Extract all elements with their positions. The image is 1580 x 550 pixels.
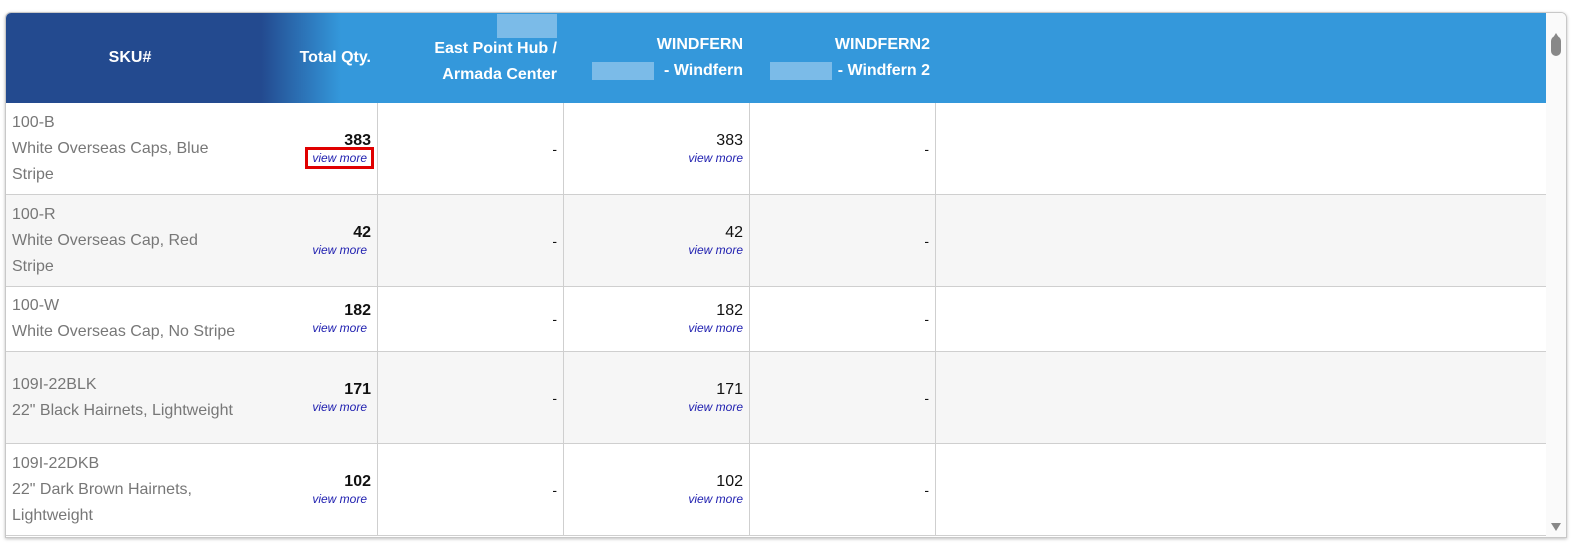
windfern2-cell: - <box>749 103 935 194</box>
total-qty-value: 182 <box>344 302 371 319</box>
windfern2-value: - <box>924 389 929 406</box>
sku-code: 100-B <box>12 113 55 131</box>
table-row: 109I-22BLK 22" Black Hairnets, Lightweig… <box>6 352 1546 444</box>
sku-cell: 109I-22BLK 22" Black Hairnets, Lightweig… <box>12 352 242 443</box>
total-qty-value: 383 <box>344 131 371 149</box>
header-east-point[interactable]: East Point Hub / Armada Center <box>377 13 557 103</box>
windfern2-value: - <box>924 311 929 327</box>
column-divider <box>935 352 937 443</box>
header-windfern2-line1: WINDFERN2 <box>834 36 930 53</box>
header-windfern[interactable]: WINDFERN - Windfern <box>563 13 743 103</box>
windfern2-cell: - <box>749 444 935 535</box>
windfern2-cell: - <box>749 287 935 351</box>
view-more-link[interactable]: view more <box>312 242 367 257</box>
sku-code: 109I-22BLK <box>12 375 97 393</box>
table-row: 100-B White Overseas Caps, Blue Stripe 3… <box>6 103 1546 195</box>
column-divider <box>935 444 937 535</box>
scroll-down-arrow-icon[interactable] <box>1551 523 1561 531</box>
windfern-value: 42 <box>725 223 743 241</box>
view-more-link[interactable]: view more <box>688 242 743 257</box>
sku-description: White Overseas Cap, Red Stripe <box>12 231 198 275</box>
column-divider <box>935 103 937 194</box>
windfern2-cell: - <box>749 195 935 286</box>
header-east-point-line1: East Point Hub / <box>434 40 557 57</box>
windfern-value: 102 <box>716 472 743 490</box>
scrollbar-thumb[interactable] <box>1551 36 1561 56</box>
total-qty-value: 102 <box>344 472 371 490</box>
windfern2-value: - <box>924 140 929 157</box>
header-total-qty[interactable]: Total Qty. <box>266 13 371 103</box>
windfern2-value: - <box>924 232 929 249</box>
windfern2-cell: - <box>749 352 935 443</box>
windfern-cell: 42 view more <box>563 195 749 286</box>
total-qty-cell: 383 view more <box>281 103 374 194</box>
sku-code: 109I-22DKB <box>12 454 100 472</box>
east-point-cell: - <box>377 352 563 443</box>
view-more-link[interactable]: view more <box>688 491 743 506</box>
east-point-cell: - <box>377 103 563 194</box>
total-qty-value: 42 <box>353 223 371 241</box>
east-point-value: - <box>552 481 557 498</box>
view-more-link[interactable]: view more <box>688 399 743 414</box>
header-sku-label: SKU# <box>108 49 152 66</box>
windfern2-value: - <box>924 481 929 498</box>
sku-code: 100-R <box>12 205 56 223</box>
windfern-cell: 171 view more <box>563 352 749 443</box>
inventory-table: SKU# Total Qty. East Point Hub / Armada … <box>5 12 1567 538</box>
view-more-link[interactable]: view more <box>688 150 743 165</box>
east-point-cell: - <box>377 195 563 286</box>
windfern-cell: 182 view more <box>563 287 749 351</box>
sku-description: White Overseas Caps, Blue Stripe <box>12 139 209 183</box>
total-qty-cell: 171 view more <box>281 352 371 443</box>
redacted-block <box>769 61 832 80</box>
view-more-link[interactable]: view more <box>312 491 367 506</box>
windfern-cell: 102 view more <box>563 444 749 535</box>
total-qty-cell: 42 view more <box>281 195 371 286</box>
header-sku[interactable]: SKU# <box>6 13 254 103</box>
table-body: 100-B White Overseas Caps, Blue Stripe 3… <box>6 103 1546 536</box>
table-header: SKU# Total Qty. East Point Hub / Armada … <box>6 13 1546 103</box>
sku-cell: 100-B White Overseas Caps, Blue Stripe <box>12 103 242 194</box>
view-more-link[interactable]: view more <box>312 399 367 414</box>
windfern-value: 383 <box>716 131 743 149</box>
header-windfern2-line2: - Windfern 2 <box>837 62 930 79</box>
east-point-cell: - <box>377 287 563 351</box>
view-more-link[interactable]: view more <box>305 146 374 169</box>
total-qty-cell: 102 view more <box>281 444 371 535</box>
east-point-value: - <box>552 232 557 249</box>
sku-description: 22" Black Hairnets, Lightweight <box>12 401 233 419</box>
table-row: 100-R White Overseas Cap, Red Stripe 42 … <box>6 195 1546 287</box>
sku-cell: 100-R White Overseas Cap, Red Stripe <box>12 195 242 286</box>
sku-code: 100-W <box>12 297 60 314</box>
total-qty-value: 171 <box>344 380 371 398</box>
sku-description: 22" Dark Brown Hairnets, Lightweight <box>12 480 192 524</box>
east-point-value: - <box>552 140 557 157</box>
total-qty-cell: 182 view more <box>281 287 371 351</box>
view-more-link[interactable]: view more <box>688 321 743 335</box>
east-point-value: - <box>552 389 557 406</box>
header-windfern-line1: WINDFERN <box>656 36 743 53</box>
east-point-cell: - <box>377 444 563 535</box>
redacted-block <box>497 14 557 38</box>
column-divider <box>935 287 937 351</box>
vertical-scrollbar[interactable] <box>1546 13 1566 537</box>
sku-cell: 109I-22DKB 22" Dark Brown Hairnets, Ligh… <box>12 444 242 535</box>
windfern-value: 171 <box>716 380 743 398</box>
east-point-value: - <box>552 311 557 327</box>
sku-cell: 100-W White Overseas Cap, No Stripe <box>12 287 242 351</box>
column-divider <box>935 195 937 286</box>
table-row: 109I-22DKB 22" Dark Brown Hairnets, Ligh… <box>6 444 1546 536</box>
windfern-value: 182 <box>716 302 743 319</box>
view-more-link[interactable]: view more <box>312 321 367 335</box>
header-total-qty-label: Total Qty. <box>299 49 371 66</box>
windfern-cell: 383 view more <box>563 103 749 194</box>
header-east-point-line2: Armada Center <box>442 66 557 83</box>
table-row: 100-W White Overseas Cap, No Stripe 182 … <box>6 287 1546 352</box>
header-windfern-line2: - Windfern <box>664 62 743 79</box>
redacted-block <box>592 61 655 80</box>
sku-description: White Overseas Cap, No Stripe <box>12 323 236 340</box>
header-windfern2[interactable]: WINDFERN2 - Windfern 2 <box>749 13 930 103</box>
